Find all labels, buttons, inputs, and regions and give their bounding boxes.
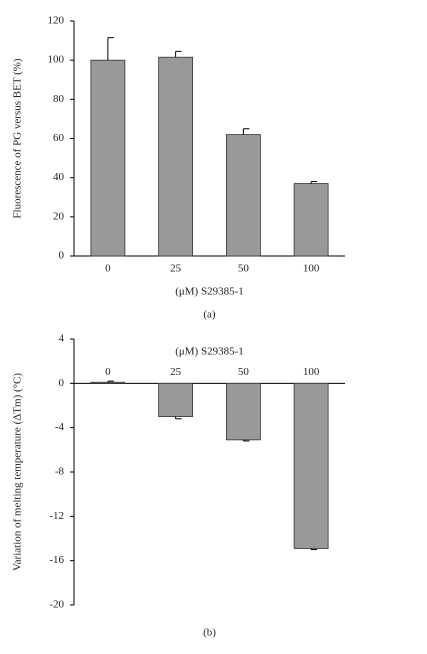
y-tick-label: -4 (55, 421, 65, 433)
x-tick-label: 50 (238, 263, 250, 275)
y-tick-label: -12 (49, 510, 64, 522)
bar (293, 183, 329, 257)
caption: (a) (203, 309, 216, 321)
y-tick-label: -16 (49, 554, 64, 566)
x-tick-label: 0 (105, 366, 111, 378)
x-tick-label: 25 (170, 366, 182, 378)
y-tick-label: 60 (53, 132, 65, 144)
x-tick-label: 0 (105, 263, 111, 275)
y-tick-label: 120 (48, 15, 65, 27)
y-tick-label: 40 (53, 171, 65, 183)
y-tick-label: 20 (53, 210, 65, 222)
bar (225, 134, 261, 257)
y-tick-label: 80 (53, 93, 65, 105)
y-axis-label: Fluorescence of PG versus BET (%) (12, 58, 24, 219)
y-tick-label: 100 (48, 54, 65, 66)
y-tick-label: 0 (59, 377, 65, 389)
x-axis-label: (μM) S29385-1 (175, 286, 244, 298)
x-tick-label: 100 (303, 366, 320, 378)
y-tick-label: 4 (59, 333, 65, 345)
x-tick-label: 50 (238, 366, 250, 378)
bar (158, 382, 194, 417)
bar (293, 382, 329, 549)
bar (225, 382, 261, 441)
y-tick-label: 0 (59, 250, 65, 262)
y-tick-label: -8 (55, 466, 65, 478)
x-tick-label: 25 (170, 263, 182, 275)
caption: (b) (203, 627, 216, 639)
bar (90, 381, 126, 384)
bar (90, 59, 126, 257)
x-tick-label: 100 (303, 263, 320, 275)
x-axis-label: (μM) S29385-1 (175, 346, 244, 358)
y-tick-label: -20 (49, 599, 64, 611)
bar (158, 56, 194, 257)
y-axis-label: Variation of melting temperature (ΔTm) (… (12, 373, 24, 571)
